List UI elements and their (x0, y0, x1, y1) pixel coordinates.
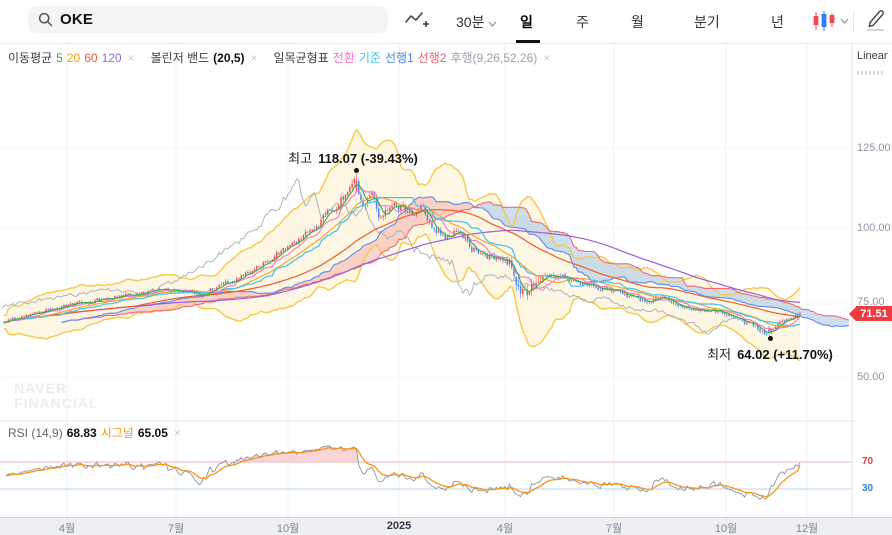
legend-token: 5 (56, 50, 63, 65)
low-annotation: 최저 64.02 (+11.70%) (707, 347, 833, 362)
x-axis-band (0, 517, 892, 535)
y-axis-label: 100.00 (857, 222, 891, 234)
period-day-button[interactable]: 일 (520, 13, 533, 30)
legend-token: 이동평균 (8, 51, 53, 65)
legend-token: (20,5) (213, 50, 245, 65)
legend-token: 68.83 (66, 425, 97, 440)
x-axis-tick: 12월 (795, 523, 819, 535)
legend-token: 선행2 (417, 51, 447, 65)
legend-token: RSI (14,9) (8, 425, 63, 440)
period-quarter-button[interactable]: 분기 (694, 13, 720, 30)
toolbar-divider (853, 10, 854, 32)
y-axis-label: 125.00 (857, 142, 891, 154)
high-annotation: 최고 118.07 (-39.43%) (288, 151, 418, 166)
legend-token: 볼린저 밴드 (150, 51, 210, 65)
magnifier-icon (38, 12, 53, 27)
x-axis-tick: 2025 (386, 520, 412, 532)
high-marker-dot (354, 168, 359, 173)
chevron-down-icon (488, 14, 497, 30)
close-icon[interactable]: × (127, 50, 135, 65)
panel-drag-handle[interactable] (857, 71, 883, 75)
chart-toolbar: OKE 30분 일 주 월 분기 년 (0, 0, 892, 44)
x-axis-tick: 4월 (496, 523, 514, 535)
legend-token: 선행1 (384, 51, 414, 65)
legend-token: 120 (101, 50, 122, 65)
legend-token: 후행(9,26,52,26) (450, 51, 538, 65)
x-axis-tick: 10월 (714, 523, 738, 535)
selected-period-underline (516, 40, 540, 43)
ichimoku-legend: 일목균형표 전환 기준 선행1 선행2 후행(9,26,52,26) × (274, 49, 551, 66)
scale-selector[interactable]: Linear (857, 50, 892, 62)
indicator-legend: 이동평균 5 20 60 120 × 볼린저 밴드 (20,5) × 일목균형표 전환 기준 선행1 선행… (8, 49, 566, 66)
period-30min-button[interactable]: 30분 (456, 0, 497, 43)
moving-average-legend: 이동평균 5 20 60 120 × (8, 49, 135, 66)
legend-token: 60 (84, 50, 98, 65)
x-axis-tick: 7월 (605, 523, 623, 535)
legend-token: 20 (66, 50, 81, 65)
rsi-legend: RSI (14,9) 68.83 시그널 65.05 × (8, 424, 181, 441)
period-month-button[interactable]: 월 (631, 13, 644, 30)
x-axis-tick: 7월 (167, 523, 185, 535)
y-axis-label: 50.00 (857, 371, 885, 383)
x-axis-tick: 4월 (58, 523, 76, 535)
legend-token: 기준 (358, 51, 381, 65)
candlestick-style-button[interactable] (812, 11, 850, 31)
last-price-badge: 71.51 (856, 306, 892, 321)
naver-financial-watermark: NAVER FINANCIAL (14, 380, 99, 411)
legend-token: 일목균형표 (273, 51, 329, 65)
close-icon[interactable]: × (543, 50, 551, 65)
symbol-search-input[interactable]: OKE (28, 6, 388, 33)
line-chart-add-icon[interactable] (404, 9, 430, 31)
legend-token: 시그널 (100, 426, 134, 440)
bollinger-legend: 볼린저 밴드 (20,5) × (151, 49, 258, 66)
rsi-upper-level-label: 70 (862, 456, 874, 467)
legend-token: 65.05 (137, 425, 168, 440)
y-axis-label: 75.00 (857, 296, 885, 308)
period-year-button[interactable]: 년 (771, 13, 784, 30)
rsi-lower-level-label: 30 (862, 483, 874, 494)
close-icon[interactable]: × (173, 425, 181, 440)
pencil-icon[interactable] (864, 8, 886, 32)
legend-token: 전환 (332, 51, 355, 65)
low-marker-dot (768, 336, 773, 341)
x-axis-tick: 10월 (276, 523, 300, 535)
close-icon[interactable]: × (250, 50, 258, 65)
rsi-legend: RSI (14,9) 68.83 시그널 65.05 × (8, 424, 197, 441)
period-week-button[interactable]: 주 (576, 13, 589, 30)
symbol-text: OKE (60, 11, 94, 28)
